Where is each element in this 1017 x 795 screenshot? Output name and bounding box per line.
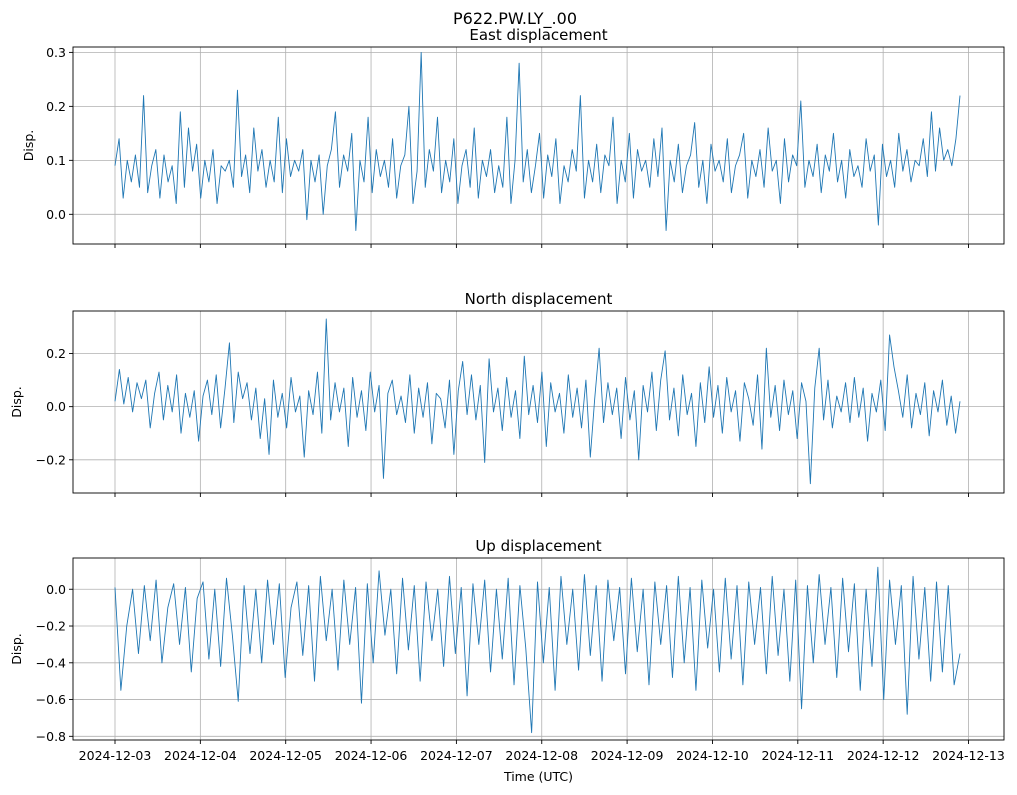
y-tick-label: 0.2 — [46, 346, 66, 361]
subplot-2: −0.2 0.0 0.2 North displacement Disp. — [9, 290, 1005, 497]
x-tick-label: 2024-12-12 — [847, 748, 920, 763]
axes-frame — [72, 310, 1005, 494]
axes-frame — [72, 557, 1005, 741]
series-line-north — [114, 318, 961, 485]
y-tick-label: 0.0 — [46, 399, 66, 414]
series-line-east — [114, 51, 961, 231]
subplot-title: East displacement — [469, 26, 607, 44]
y-axis-label: Disp. — [21, 130, 36, 162]
x-tick-label: 2024-12-10 — [676, 748, 749, 763]
figure-suptitle: P622.PW.LY_.00 — [453, 9, 577, 29]
y-tick-label: −0.8 — [36, 729, 66, 744]
x-tick-label: 2024-12-06 — [335, 748, 408, 763]
series-line-up — [114, 566, 961, 734]
subplot-title: North displacement — [465, 290, 613, 308]
y-tick-label: 0.0 — [46, 207, 66, 222]
subplot-1: 0.0 0.1 0.2 0.3 East displacement Disp. — [21, 26, 1005, 248]
x-tick-label: 2024-12-05 — [249, 748, 322, 763]
subplots: 0.0 0.1 0.2 0.3 East displacement Disp. −0.2 0.… — [9, 26, 1005, 784]
x-tick-label: 2024-12-11 — [761, 748, 834, 763]
x-tick-label: 2024-12-09 — [591, 748, 664, 763]
y-tick-label: −0.2 — [36, 619, 66, 634]
x-tick-label: 2024-12-03 — [79, 748, 152, 763]
y-tick-label: 0.3 — [46, 45, 66, 60]
y-tick-label: 0.1 — [46, 153, 66, 168]
x-tick-label: 2024-12-07 — [420, 748, 493, 763]
subplot-3: −0.8 −0.6 −0.4 −0.2 0.0 2024-12-03 2024-12-04 2… — [9, 537, 1005, 784]
y-tick-label: −0.6 — [36, 692, 66, 707]
axes-frame — [72, 46, 1005, 245]
y-tick-label: −0.4 — [36, 655, 66, 670]
y-axis-label: Disp. — [9, 633, 24, 665]
y-tick-label: 0.0 — [46, 582, 66, 597]
x-tick-label: 2024-12-13 — [932, 748, 1005, 763]
y-axis-label: Disp. — [9, 386, 24, 418]
subplot-title: Up displacement — [475, 537, 601, 555]
x-tick-label: 2024-12-08 — [505, 748, 578, 763]
x-tick-label: 2024-12-04 — [164, 748, 237, 763]
y-tick-label: −0.2 — [36, 452, 66, 467]
x-axis-label: Time (UTC) — [503, 769, 573, 784]
y-tick-label: 0.2 — [46, 99, 66, 114]
